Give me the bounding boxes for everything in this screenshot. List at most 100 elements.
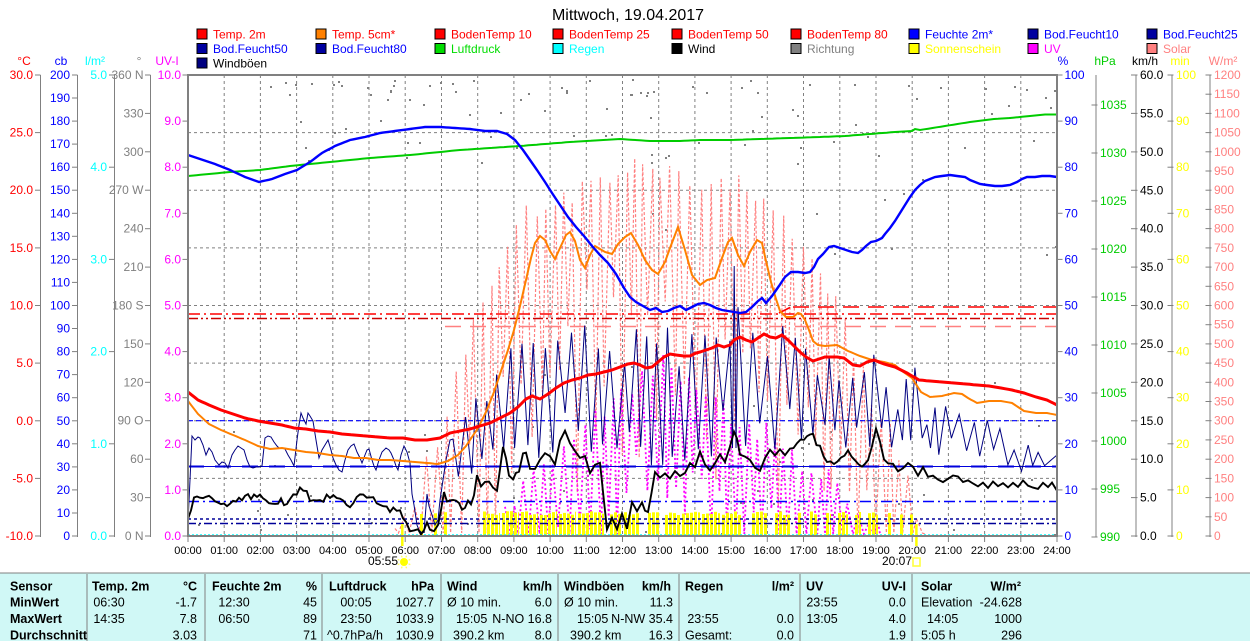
svg-text:20: 20 bbox=[57, 483, 71, 497]
svg-text:4.0: 4.0 bbox=[889, 612, 906, 626]
svg-text:7.0: 7.0 bbox=[164, 206, 181, 220]
svg-text:06:00: 06:00 bbox=[391, 545, 419, 557]
svg-text:995: 995 bbox=[1100, 482, 1120, 496]
svg-text:15:00: 15:00 bbox=[717, 545, 745, 557]
svg-text:08:00: 08:00 bbox=[464, 545, 492, 557]
svg-text:05:00: 05:00 bbox=[355, 545, 383, 557]
svg-text:1.0: 1.0 bbox=[90, 437, 107, 451]
svg-text:900: 900 bbox=[1214, 183, 1234, 197]
svg-text:1015: 1015 bbox=[1100, 290, 1127, 304]
svg-text:50: 50 bbox=[1176, 299, 1190, 313]
svg-text:250: 250 bbox=[1214, 433, 1234, 447]
svg-text:120: 120 bbox=[50, 252, 70, 266]
svg-text:N-NO 16.8: N-NO 16.8 bbox=[492, 612, 552, 626]
svg-text:20: 20 bbox=[1065, 437, 1079, 451]
svg-text:05:55: 05:55 bbox=[368, 554, 398, 568]
svg-text:20.0: 20.0 bbox=[10, 183, 34, 197]
svg-text:10.0: 10.0 bbox=[10, 299, 34, 313]
svg-text:16:00: 16:00 bbox=[754, 545, 782, 557]
svg-text:10:00: 10:00 bbox=[536, 545, 564, 557]
svg-text:950: 950 bbox=[1214, 164, 1234, 178]
svg-text:70: 70 bbox=[57, 368, 71, 382]
svg-text:23:50: 23:50 bbox=[340, 612, 371, 626]
svg-text:Solar: Solar bbox=[921, 580, 952, 594]
svg-text:6.0: 6.0 bbox=[535, 596, 552, 610]
svg-text:Wind: Wind bbox=[447, 580, 477, 594]
svg-text:02:00: 02:00 bbox=[247, 545, 275, 557]
svg-text:200: 200 bbox=[1214, 452, 1234, 466]
svg-text:0: 0 bbox=[1065, 529, 1072, 543]
svg-text:270 W: 270 W bbox=[109, 183, 144, 197]
svg-text:140: 140 bbox=[50, 206, 70, 220]
svg-text:750: 750 bbox=[1214, 241, 1234, 255]
svg-text:09:00: 09:00 bbox=[500, 545, 528, 557]
svg-text:1000: 1000 bbox=[1100, 434, 1127, 448]
svg-text:1033.9: 1033.9 bbox=[396, 612, 434, 626]
svg-text:170: 170 bbox=[50, 137, 70, 151]
svg-text:07:00: 07:00 bbox=[428, 545, 456, 557]
svg-text:50: 50 bbox=[1214, 510, 1228, 524]
svg-text:30: 30 bbox=[1065, 391, 1079, 405]
svg-text:BodenTemp 25: BodenTemp 25 bbox=[569, 28, 650, 42]
svg-text:0.0: 0.0 bbox=[1140, 529, 1157, 543]
svg-text:°C: °C bbox=[17, 54, 31, 68]
svg-text:1000: 1000 bbox=[1214, 145, 1241, 159]
svg-text:350: 350 bbox=[1214, 395, 1234, 409]
svg-text:Wind: Wind bbox=[688, 42, 715, 56]
svg-text:UV-I: UV-I bbox=[155, 54, 178, 68]
svg-text:90 O: 90 O bbox=[117, 414, 143, 428]
svg-text:190: 190 bbox=[50, 91, 70, 105]
svg-text:Regen: Regen bbox=[685, 580, 723, 594]
svg-text:0.0: 0.0 bbox=[777, 629, 794, 641]
svg-text:Ø 10 min.: Ø 10 min. bbox=[447, 596, 501, 610]
svg-text:15:05: 15:05 bbox=[577, 612, 608, 626]
svg-text:600: 600 bbox=[1214, 299, 1234, 313]
svg-text:%: % bbox=[306, 580, 317, 594]
svg-text:100: 100 bbox=[50, 299, 70, 313]
svg-text:40.0: 40.0 bbox=[1140, 222, 1164, 236]
svg-text:0.0: 0.0 bbox=[164, 529, 181, 543]
svg-text:180: 180 bbox=[50, 114, 70, 128]
svg-text:10: 10 bbox=[1065, 483, 1079, 497]
svg-text:18:00: 18:00 bbox=[826, 545, 854, 557]
svg-text:390.2 km: 390.2 km bbox=[453, 629, 504, 641]
svg-text:-10.0: -10.0 bbox=[6, 529, 34, 543]
svg-text:1005: 1005 bbox=[1100, 386, 1127, 400]
svg-text:80: 80 bbox=[57, 345, 71, 359]
svg-text:130: 130 bbox=[50, 229, 70, 243]
svg-text:120: 120 bbox=[123, 375, 143, 389]
svg-text:4.0: 4.0 bbox=[164, 345, 181, 359]
svg-text:500: 500 bbox=[1214, 337, 1234, 351]
svg-text:60: 60 bbox=[57, 391, 71, 405]
svg-text:17:00: 17:00 bbox=[790, 545, 818, 557]
svg-text:10: 10 bbox=[57, 506, 71, 520]
svg-text:1010: 1010 bbox=[1100, 338, 1127, 352]
svg-text:45.0: 45.0 bbox=[1140, 183, 1164, 197]
svg-text:14:00: 14:00 bbox=[681, 545, 709, 557]
svg-text:8.0: 8.0 bbox=[164, 160, 181, 174]
svg-text:60: 60 bbox=[1176, 252, 1190, 266]
svg-text:5:05 h: 5:05 h bbox=[921, 629, 956, 641]
svg-text:04:00: 04:00 bbox=[319, 545, 347, 557]
svg-text:330: 330 bbox=[123, 106, 143, 120]
svg-text:hPa: hPa bbox=[411, 580, 435, 594]
svg-text:11.3: 11.3 bbox=[650, 596, 673, 610]
svg-text:Elevation: Elevation bbox=[921, 596, 972, 610]
svg-text:06:50: 06:50 bbox=[218, 612, 249, 626]
svg-text:22:00: 22:00 bbox=[971, 545, 999, 557]
svg-text:12:00: 12:00 bbox=[609, 545, 637, 557]
svg-text:16.3: 16.3 bbox=[649, 629, 673, 641]
svg-text:2.0: 2.0 bbox=[90, 345, 107, 359]
svg-text:90: 90 bbox=[1065, 114, 1079, 128]
svg-text:1035: 1035 bbox=[1100, 98, 1127, 112]
svg-text:MaxWert: MaxWert bbox=[10, 612, 63, 626]
svg-text:20.0: 20.0 bbox=[1140, 375, 1164, 389]
svg-text:180 S: 180 S bbox=[112, 299, 143, 313]
svg-text:10.0: 10.0 bbox=[158, 68, 182, 82]
svg-text:l/m²: l/m² bbox=[85, 54, 105, 68]
svg-text:80: 80 bbox=[1065, 160, 1079, 174]
svg-text:23:55: 23:55 bbox=[806, 596, 837, 610]
svg-text:l/m²: l/m² bbox=[772, 580, 794, 594]
svg-text:0: 0 bbox=[1176, 529, 1183, 543]
svg-text:700: 700 bbox=[1214, 260, 1234, 274]
